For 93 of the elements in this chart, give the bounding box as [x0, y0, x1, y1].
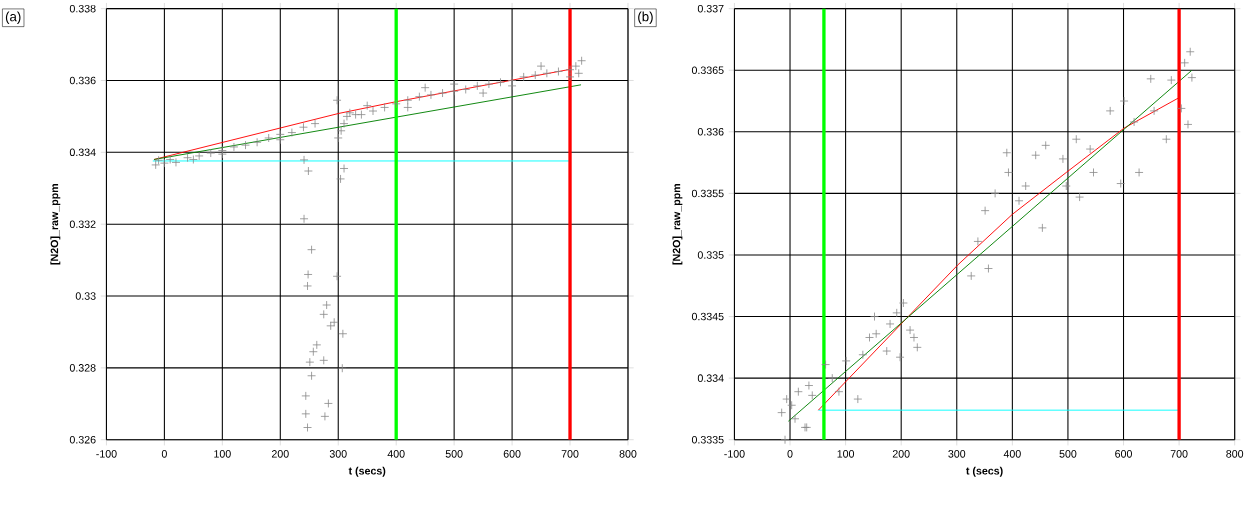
point [899, 298, 908, 308]
x-tick-label: 400 [1003, 450, 1021, 458]
point [1014, 196, 1024, 206]
y-axis-title: [N2O]_raw_ppm [50, 184, 61, 265]
point [1116, 179, 1126, 188]
point [853, 394, 863, 404]
point [1185, 47, 1195, 57]
point [1071, 134, 1081, 144]
x-tick-label: -100 [96, 450, 117, 458]
point [895, 352, 905, 362]
point [858, 350, 868, 360]
x-tick-label: 0 [161, 450, 167, 458]
x-tick-label: 700 [1170, 450, 1188, 458]
point [827, 373, 837, 383]
point [1105, 106, 1115, 116]
point [1134, 168, 1144, 177]
point [1187, 73, 1197, 83]
point [1037, 223, 1047, 233]
point [990, 189, 1000, 198]
point [973, 237, 983, 246]
x-axis-title: t (secs) [966, 466, 1003, 477]
x-tick-label: 300 [948, 450, 966, 458]
x-tick-label: 400 [387, 450, 405, 458]
y-tick-label: 0.336 [69, 76, 96, 85]
point [1002, 148, 1012, 158]
y-tick-label: 0.3335 [691, 436, 724, 444]
y-tick-label: 0.335 [697, 251, 724, 259]
y-tick-label: 0.338 [69, 4, 96, 13]
y-tick-label: 0.334 [697, 374, 724, 382]
text: (a) [5, 11, 21, 25]
point [821, 360, 830, 370]
point [1021, 181, 1031, 191]
y-tick-label: 0.3365 [691, 66, 724, 75]
x-tick-label: 800 [1226, 450, 1244, 458]
point [804, 381, 814, 390]
point [1149, 106, 1159, 116]
point [1183, 120, 1193, 129]
point [1061, 181, 1071, 191]
x-tick-label: 500 [445, 450, 463, 458]
x-tick-label: 500 [1059, 450, 1077, 458]
point [1085, 144, 1095, 154]
y-tick-label: 0.326 [69, 436, 96, 444]
point [912, 343, 922, 352]
point [980, 206, 990, 216]
y-tick-label: 0.33 [75, 292, 96, 300]
x-tick-label: 200 [892, 450, 910, 458]
point [1041, 141, 1051, 150]
point [1176, 104, 1186, 113]
point [885, 319, 895, 329]
point [790, 414, 800, 424]
y-tick-label: 0.337 [697, 4, 724, 13]
text: (b) [638, 11, 653, 25]
x-tick-label: 100 [214, 450, 231, 458]
point [984, 264, 993, 273]
point [1146, 74, 1156, 84]
y-tick-label: 0.332 [69, 220, 96, 228]
y-axis-title: [N2O]_raw_ppm [672, 184, 683, 265]
y-tick-label: 0.336 [697, 128, 724, 136]
point [841, 356, 851, 366]
x-tick-label: 600 [1115, 450, 1132, 458]
point [1004, 168, 1013, 177]
point [1075, 192, 1084, 202]
y-tick-label: 0.3355 [691, 189, 724, 198]
point [1031, 150, 1041, 160]
point [777, 408, 787, 418]
point [1119, 96, 1129, 106]
point [1166, 75, 1176, 85]
x-tick-label: 100 [837, 450, 855, 458]
x-tick-label: 800 [619, 450, 637, 458]
point [871, 329, 881, 339]
point [793, 387, 803, 397]
point [1129, 117, 1139, 127]
point [1180, 58, 1190, 68]
point [807, 391, 817, 400]
y-tick-label: 0.328 [69, 364, 96, 372]
point [882, 346, 892, 356]
point [834, 387, 844, 397]
x-tick-label: 200 [271, 450, 289, 458]
point [892, 308, 902, 318]
point [1161, 134, 1171, 144]
x-tick-label: 300 [329, 450, 347, 458]
point [905, 325, 915, 335]
point [966, 271, 976, 281]
x-tick-label: 700 [561, 450, 579, 458]
point [909, 333, 919, 342]
point [1058, 154, 1068, 164]
x-axis-title: t (secs) [348, 466, 386, 477]
x-tick-label: 0 [787, 450, 793, 458]
point [780, 435, 790, 445]
y-tick-label: 0.3345 [691, 312, 724, 321]
y-tick-label: 0.334 [69, 148, 96, 157]
x-tick-label: -100 [724, 450, 745, 458]
x-tick-label: 600 [503, 450, 521, 458]
